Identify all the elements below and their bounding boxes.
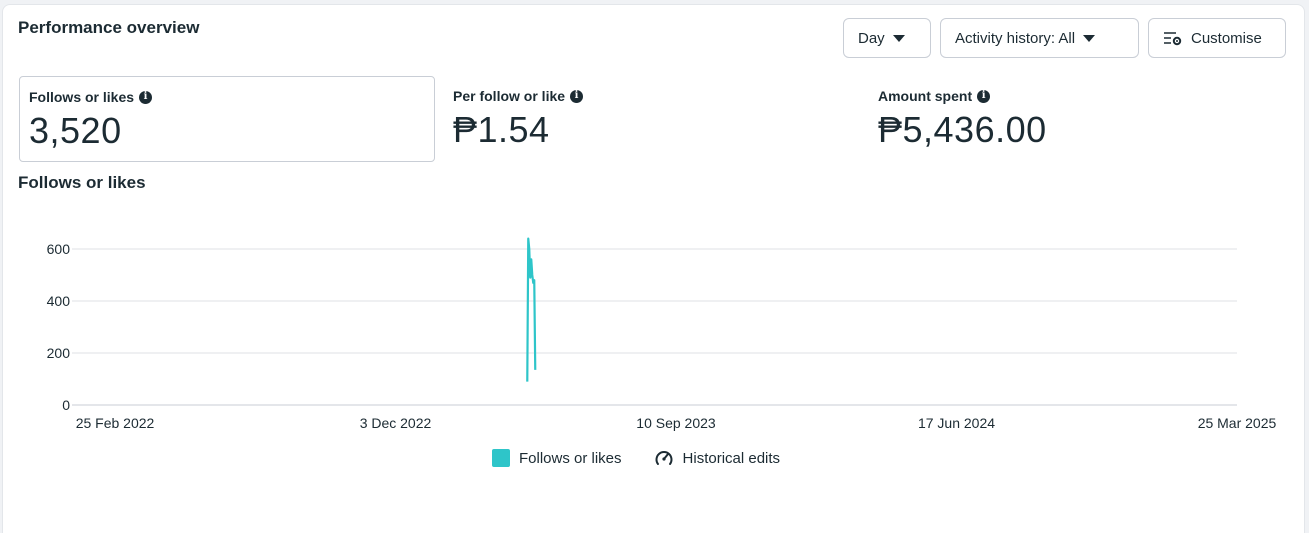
line-chart: 0 200 400 600 25 Feb 2022 3 Dec 2022 10 Sep 20… bbox=[47, 237, 1277, 431]
day-dropdown-button[interactable]: Day bbox=[843, 18, 931, 58]
x-tick-label: 25 Mar 2025 bbox=[1198, 415, 1277, 431]
legend-label: Follows or likes bbox=[519, 449, 622, 467]
metric-label: Amount spent bbox=[878, 88, 973, 104]
activity-history-dropdown[interactable]: Activity history: All bbox=[940, 18, 1139, 58]
x-tick-label: 10 Sep 2023 bbox=[636, 415, 716, 431]
day-dropdown-label: Day bbox=[858, 29, 885, 47]
chart-legend: Follows or likes Historical edits bbox=[492, 448, 780, 468]
customise-icon bbox=[1164, 32, 1182, 46]
metric-label: Per follow or like bbox=[453, 88, 566, 104]
customise-button[interactable]: Customise bbox=[1148, 18, 1286, 58]
series-line-follows-or-likes bbox=[526, 237, 537, 382]
performance-card bbox=[2, 4, 1305, 533]
legend-label: Historical edits bbox=[682, 449, 781, 467]
metric-amount-spent[interactable]: Amount spent i ₱5,436.00 bbox=[869, 76, 1269, 162]
y-tick-label: 600 bbox=[47, 241, 71, 257]
activity-history-label: Activity history: All bbox=[955, 29, 1076, 47]
caret-down-icon bbox=[1083, 34, 1096, 42]
metric-value: ₱5,436.00 bbox=[878, 109, 1047, 150]
metric-value: 3,520 bbox=[29, 110, 122, 151]
metric-label: Follows or likes bbox=[29, 89, 135, 105]
legend-item-historical-edits[interactable]: Historical edits bbox=[654, 448, 781, 468]
legend-item-follows[interactable]: Follows or likes bbox=[492, 449, 622, 467]
gauge-icon bbox=[655, 451, 673, 465]
y-tick-label: 200 bbox=[47, 345, 71, 361]
y-tick-label: 0 bbox=[62, 397, 70, 413]
metric-follows-or-likes[interactable]: Follows or likes i 3,520 bbox=[19, 76, 435, 162]
metric-value: ₱1.54 bbox=[453, 109, 550, 150]
x-tick-label: 17 Jun 2024 bbox=[918, 415, 995, 431]
info-icon[interactable]: i bbox=[570, 89, 584, 103]
info-icon[interactable]: i bbox=[977, 89, 991, 103]
y-tick-label: 400 bbox=[47, 293, 71, 309]
chart-title: Follows or likes bbox=[18, 173, 146, 192]
legend-swatch bbox=[492, 449, 510, 467]
metric-per-follow-or-like[interactable]: Per follow or like i ₱1.54 bbox=[444, 76, 844, 162]
x-tick-label: 3 Dec 2022 bbox=[360, 415, 432, 431]
page-title: Performance overview bbox=[18, 18, 200, 37]
caret-down-icon bbox=[892, 34, 905, 42]
customise-label: Customise bbox=[1191, 29, 1262, 47]
x-tick-label: 25 Feb 2022 bbox=[76, 415, 155, 431]
info-icon[interactable]: i bbox=[139, 90, 153, 104]
